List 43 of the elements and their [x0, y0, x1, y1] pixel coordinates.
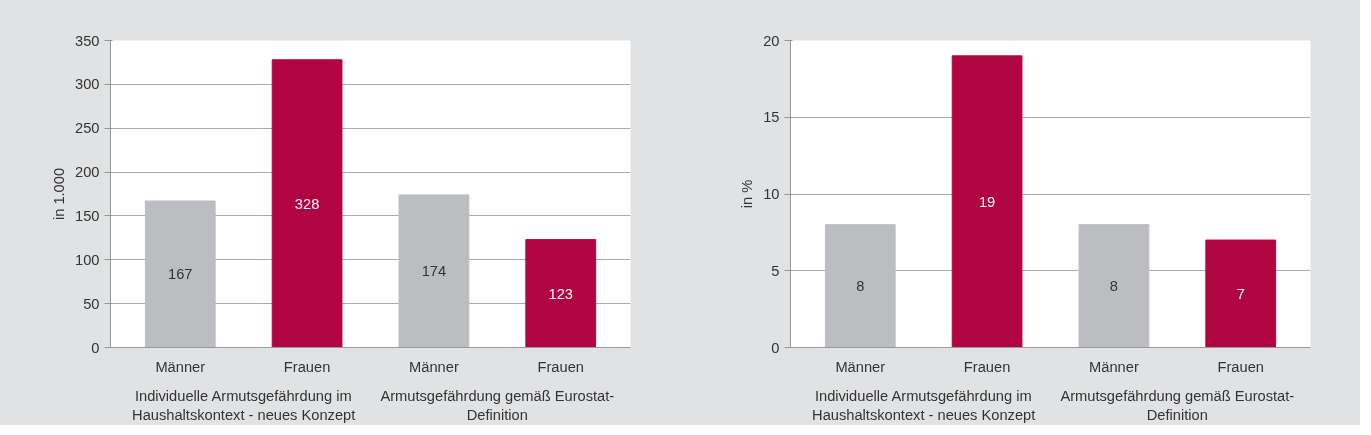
bar: [824, 224, 896, 348]
x-tick-label: Frauen: [283, 358, 331, 375]
y-tick-label: 0: [771, 339, 780, 356]
x-tick-label: Männer: [409, 358, 459, 375]
data-label: 123: [548, 285, 573, 302]
y-tick-label: 5: [771, 262, 780, 279]
bar: [951, 55, 1023, 348]
x-tick-label: Männer: [1089, 358, 1139, 375]
y-tick-label: 10: [763, 186, 780, 202]
text: Individuelle Armutsgefährdung im Haushaltskontext - neues Konzept: [812, 387, 1036, 423]
y-tick-label: 50: [83, 295, 100, 312]
data-label: 8: [1109, 278, 1118, 295]
x-tick-label: Männer: [835, 358, 886, 375]
x-tick-label: Frauen: [537, 358, 584, 375]
data-label: 328: [294, 195, 320, 212]
bar: [1078, 224, 1150, 348]
bar: [144, 200, 216, 348]
data-label: 174: [421, 263, 447, 280]
y-tick-label: 200: [75, 164, 100, 181]
data-label: 8: [856, 278, 865, 295]
bar: [271, 59, 343, 348]
y-tick-label: 150: [75, 207, 100, 224]
y-tick-label: 250: [75, 120, 100, 137]
y-tick-label: 300: [75, 76, 100, 93]
y-tick-label: 20: [763, 32, 780, 49]
text: Armutsgefährdung gemäß Eurostat-Definition: [1060, 387, 1295, 423]
y-tick-label: 15: [763, 109, 780, 126]
bar: [398, 194, 470, 348]
x-tick-label: Männer: [155, 358, 206, 375]
data-label: 7: [1236, 285, 1245, 302]
y-tick-label: 100: [75, 251, 100, 268]
text: Individuelle Armutsgefährdung im Haushaltskontext - neues Konzept: [132, 387, 356, 423]
data-label: 19: [978, 193, 996, 210]
data-label: 167: [168, 266, 193, 283]
y-tick-label: 0: [91, 339, 100, 356]
y-tick-label: 350: [75, 32, 100, 49]
bar: [525, 239, 597, 348]
y-axis-title: in 1.000: [51, 167, 68, 221]
text: Armutsgefährdung gemäß Eurostat-Definition: [380, 387, 615, 423]
x-tick-label: Frauen: [1217, 358, 1264, 375]
y-axis-title: in %: [739, 179, 756, 209]
x-tick-label: Frauen: [963, 358, 1011, 375]
bar: [1205, 239, 1277, 348]
